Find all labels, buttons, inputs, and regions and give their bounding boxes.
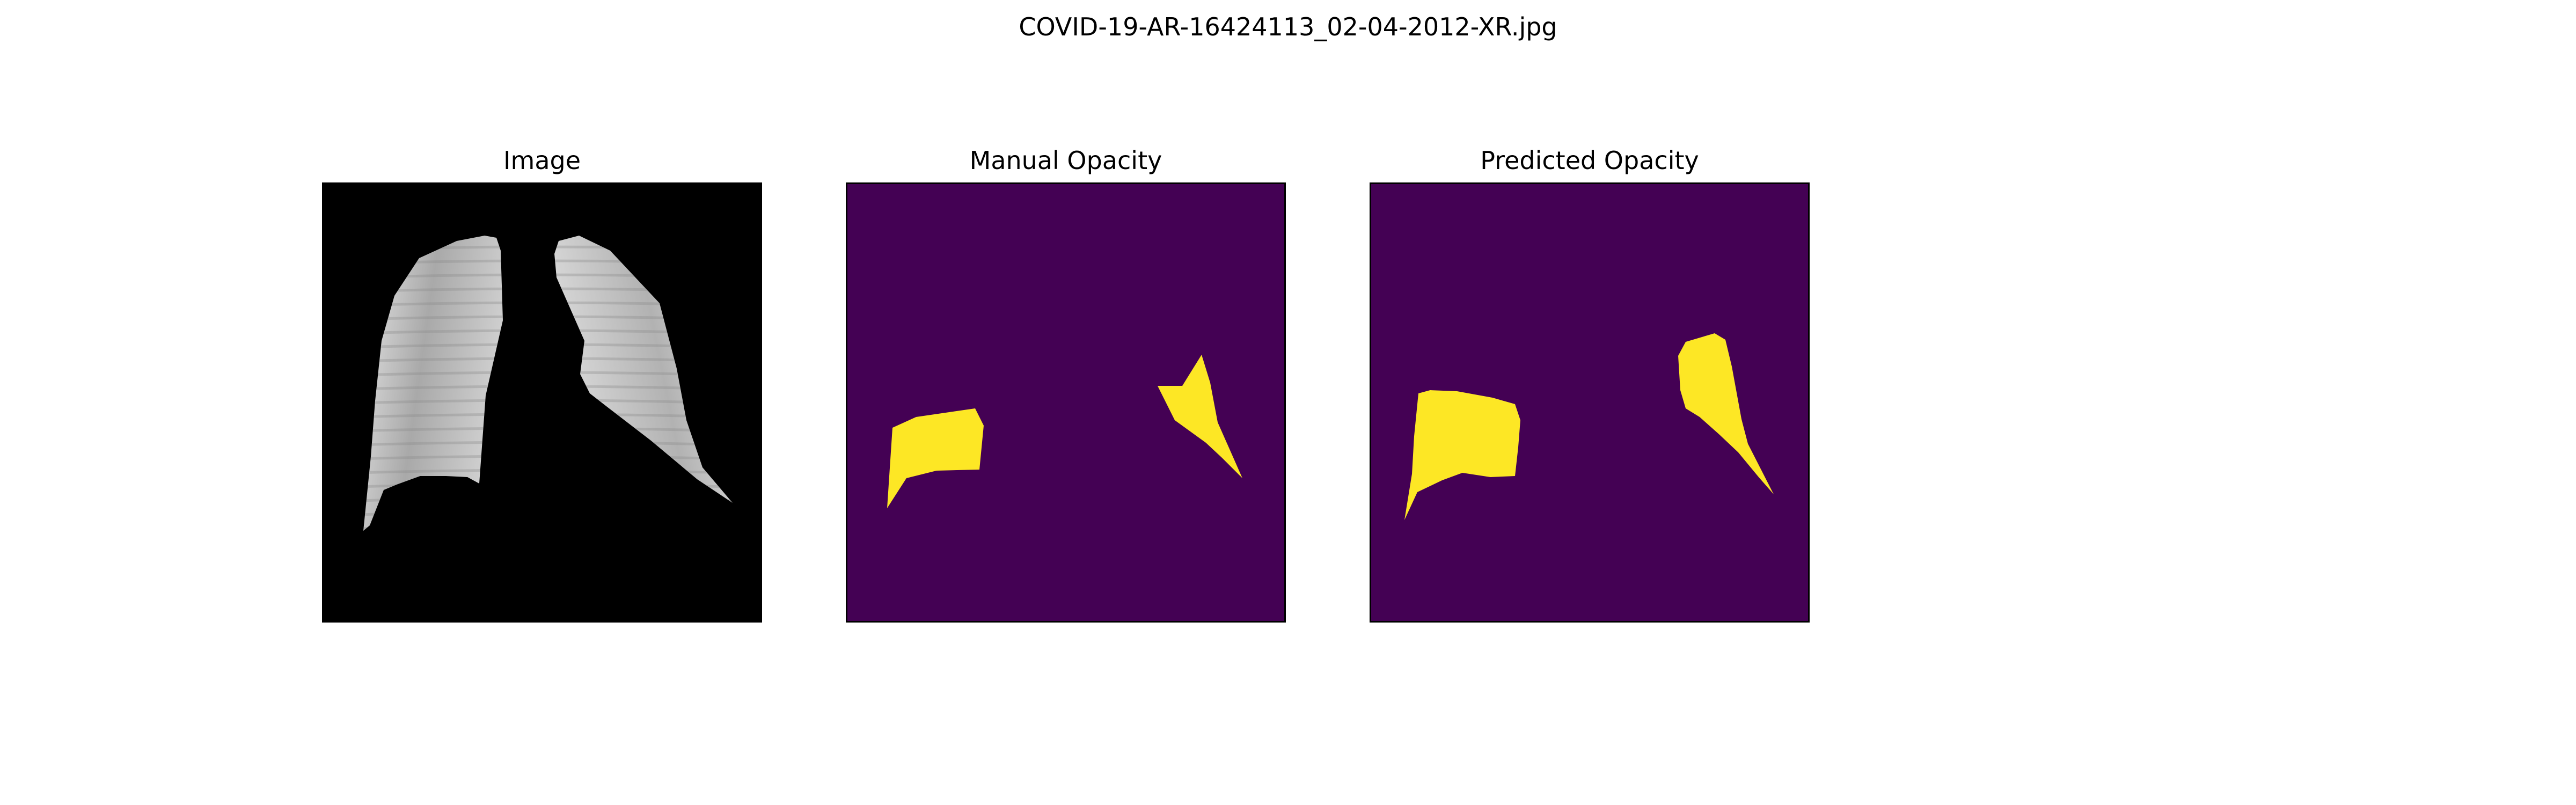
- predicted-opacity-region-left: [1404, 390, 1520, 520]
- predicted-opacity-title: Predicted Opacity: [1480, 146, 1699, 175]
- predicted-opacity-panel: Predicted Opacity: [1370, 146, 1810, 623]
- manual-opacity-mask: [847, 184, 1284, 621]
- image-panel: Image: [322, 146, 762, 623]
- manual-opacity-region-right: [1158, 355, 1242, 478]
- manual-opacity-panel: Manual Opacity: [846, 146, 1286, 623]
- manual-opacity-frame: [846, 182, 1286, 623]
- left-lung-ribs: [363, 236, 503, 531]
- image-frame: [322, 182, 762, 623]
- manual-mask-background: [847, 184, 1284, 621]
- manual-opacity-title: Manual Opacity: [969, 146, 1162, 175]
- predicted-opacity-region-right: [1678, 333, 1774, 494]
- image-panel-title: Image: [503, 146, 581, 175]
- manual-opacity-region-left: [887, 408, 984, 508]
- predicted-opacity-mask: [1371, 184, 1808, 621]
- xray-image: [324, 184, 760, 621]
- predicted-opacity-frame: [1370, 182, 1810, 623]
- figure-title: COVID-19-AR-16424113_02-04-2012-XR.jpg: [1019, 12, 1557, 41]
- right-lung-ribs: [554, 236, 733, 503]
